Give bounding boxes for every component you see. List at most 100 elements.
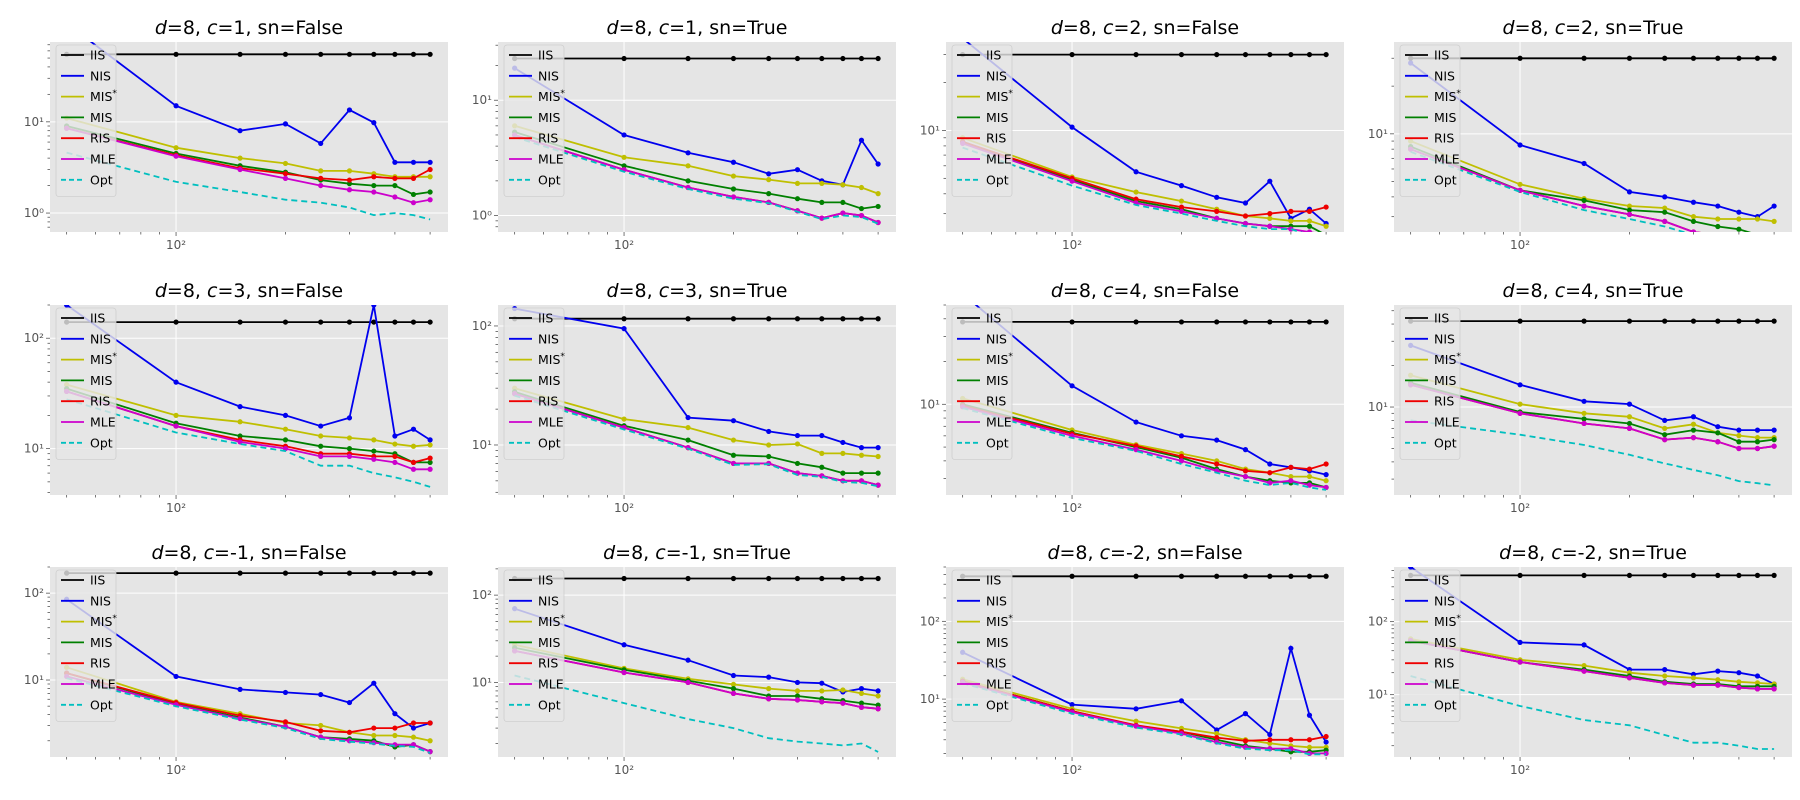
series-group	[512, 575, 881, 753]
data-point	[1069, 383, 1075, 389]
data-point	[1517, 55, 1523, 61]
legend-label: MLE	[538, 677, 564, 692]
y-tick-label: 10¹	[472, 93, 492, 107]
data-point	[1626, 203, 1633, 209]
data-point	[1736, 216, 1742, 222]
data-point	[685, 55, 691, 62]
data-point	[794, 196, 801, 202]
data-point	[1736, 433, 1742, 439]
data-point	[64, 21, 69, 26]
data-point	[1736, 439, 1742, 445]
legend-label: Opt	[90, 172, 113, 187]
panel-title: d=8, c=3, sn=True	[607, 280, 788, 302]
legend-label: IIS	[986, 311, 1001, 326]
data-point	[282, 412, 289, 418]
series-group	[1408, 567, 1777, 750]
data-point	[1133, 189, 1139, 195]
data-point	[1771, 437, 1777, 443]
series-line-mis	[66, 125, 431, 196]
series-line-nis	[514, 307, 879, 449]
data-point	[1581, 416, 1587, 422]
data-point	[794, 679, 801, 686]
series-group	[512, 305, 881, 488]
data-point	[1662, 572, 1668, 578]
y-tick-label: 10¹	[920, 123, 940, 137]
data-point	[1626, 572, 1633, 578]
legend-label: MIS*	[538, 614, 565, 629]
data-point	[730, 173, 737, 179]
data-point	[1736, 55, 1742, 61]
data-point	[840, 575, 846, 582]
legend-label: Opt	[986, 435, 1009, 450]
data-point	[1736, 235, 1741, 240]
data-point	[1772, 235, 1777, 240]
data-point	[766, 177, 772, 183]
data-point	[730, 690, 737, 696]
legend-label: NIS	[90, 593, 111, 608]
legend-label: NIS	[986, 593, 1007, 608]
data-point	[1715, 55, 1721, 61]
data-point	[1626, 318, 1633, 324]
data-point	[427, 442, 433, 448]
data-point	[1267, 731, 1273, 738]
legend-label: MIS*	[90, 89, 117, 104]
data-point	[1715, 232, 1720, 237]
y-tick-label: 10²	[1368, 615, 1388, 629]
legend-label: RIS	[90, 656, 110, 671]
data-point	[858, 205, 865, 212]
data-point	[1626, 207, 1633, 213]
data-point	[1690, 318, 1697, 324]
data-point	[346, 181, 353, 187]
data-point	[1267, 740, 1273, 746]
data-point	[1178, 573, 1185, 579]
data-point	[621, 669, 627, 676]
data-point	[840, 199, 846, 206]
data-point	[1626, 675, 1633, 681]
data-point	[1715, 682, 1721, 688]
y-tick-label: 10²	[472, 588, 492, 602]
data-point	[1626, 189, 1633, 195]
legend-label: NIS	[90, 331, 111, 346]
data-point	[1715, 677, 1721, 683]
x-tick-label: 10²	[1510, 238, 1530, 252]
legend-label: MIS*	[90, 352, 117, 367]
legend-label: MLE	[90, 415, 116, 430]
series-line-mis	[514, 390, 879, 475]
series-group	[960, 573, 1329, 757]
legend: IIS NIS MIS* MIS RIS MLE Opt	[503, 44, 565, 198]
data-point	[392, 175, 398, 181]
data-point	[1736, 226, 1742, 232]
data-point	[410, 720, 417, 726]
series-group	[1408, 318, 1777, 487]
data-point	[858, 700, 865, 706]
data-point	[1662, 437, 1668, 443]
panel-title: d=8, c=2, sn=True	[1503, 17, 1684, 39]
data-point	[1306, 737, 1313, 743]
data-point	[685, 163, 691, 169]
data-point	[1715, 232, 1720, 237]
series-line-mis	[66, 387, 431, 464]
data-point	[875, 470, 881, 476]
data-point	[1626, 211, 1633, 217]
legend-label: NIS	[1434, 593, 1455, 608]
data-point	[875, 161, 881, 167]
data-point	[840, 450, 846, 456]
data-point	[371, 456, 377, 462]
series-line-opt	[1410, 419, 1775, 487]
legend-label: RIS	[538, 394, 558, 409]
data-point	[1736, 209, 1742, 215]
series-line-mis-star	[962, 678, 1327, 749]
data-point	[1288, 473, 1294, 480]
legend: IIS NIS MIS* MIS RIS MLE Opt	[1399, 44, 1461, 198]
legend: IIS NIS MIS* MIS RIS MLE Opt	[55, 44, 117, 198]
legend-label: IIS	[986, 573, 1001, 588]
series-line-mle	[66, 675, 431, 753]
data-point	[346, 729, 353, 735]
data-point	[1323, 484, 1329, 491]
data-point	[371, 189, 377, 195]
data-point	[1323, 319, 1329, 325]
data-point	[173, 145, 179, 151]
data-point	[1517, 410, 1523, 416]
legend-label: RIS	[1434, 394, 1454, 409]
panel-4: 10² 10¹ d=8, c=2, sn=True IIS NIS MIS* MIS RIS M…	[1368, 17, 1792, 252]
